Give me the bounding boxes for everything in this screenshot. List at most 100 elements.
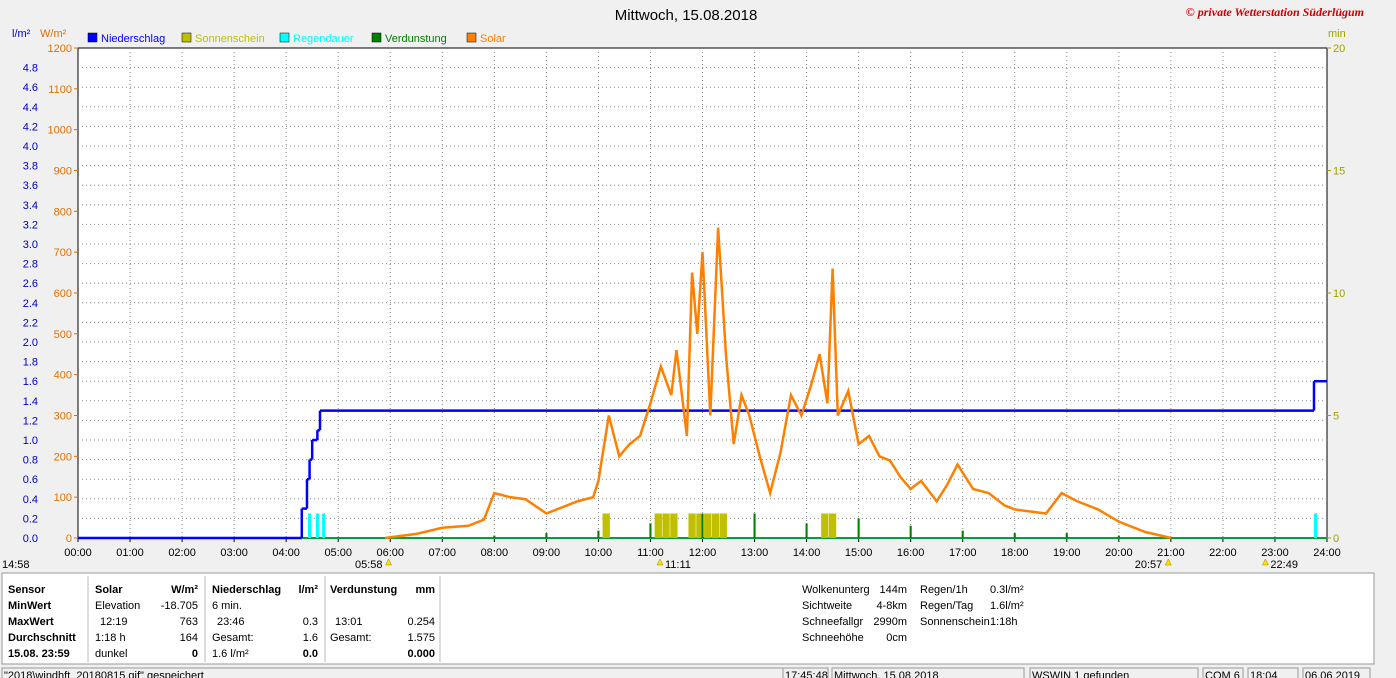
y2-tick-label: 100	[54, 492, 72, 504]
x-tick-label: 23:00	[1261, 547, 1289, 559]
y-tick-label: 4.8	[23, 63, 38, 75]
bar	[701, 513, 704, 538]
status-cell	[1302, 667, 1371, 678]
bar	[704, 513, 712, 538]
stat-value: 0.3	[303, 616, 318, 628]
bar	[654, 513, 662, 538]
info-value: 1:18h	[990, 616, 1018, 628]
x-tick-label: 00:00	[64, 547, 92, 559]
bar	[493, 535, 496, 538]
row-label: Sensor	[8, 584, 46, 596]
status-text: 18:04	[1250, 670, 1278, 678]
x-tick-label: 05:00	[324, 547, 352, 559]
y-tick-label: 2.8	[23, 259, 38, 271]
y3-tick-label: 15	[1333, 166, 1345, 178]
row-label: MinWert	[8, 600, 52, 612]
y-tick-label: 2.4	[23, 298, 38, 310]
stat-label: 1:18 h	[95, 632, 126, 644]
legend-swatch	[466, 32, 477, 43]
row-label: 15.08. 23:59	[8, 648, 70, 660]
x-tick-label: 02:00	[168, 547, 196, 559]
bar	[961, 530, 964, 538]
x-tick-label: 10:00	[585, 547, 613, 559]
stat-label: 12:19	[100, 616, 128, 628]
stat-label: dunkel	[95, 648, 127, 660]
sun-marker-label: 11:11	[665, 559, 691, 571]
bar	[909, 525, 912, 538]
bar	[308, 513, 312, 538]
status-text: 06.06.2019	[1305, 670, 1360, 678]
chart-title: Mittwoch, 15.08.2018	[615, 7, 758, 24]
bar	[711, 513, 720, 538]
x-tick-label: 18:00	[1001, 547, 1029, 559]
x-tick-label: 01:00	[116, 547, 144, 559]
bar	[828, 513, 837, 538]
stat-value: 0.0	[303, 648, 318, 660]
sun-marker-label: 05:58	[355, 559, 383, 571]
y3-tick-label: 5	[1333, 411, 1339, 423]
stat-label: 1.6 l/m²	[212, 648, 249, 660]
sun-marker	[656, 558, 664, 566]
y-tick-label: 3.8	[23, 161, 38, 173]
x-tick-label: 03:00	[220, 547, 248, 559]
solar-line	[384, 227, 1172, 540]
info-value: 2990m	[873, 616, 907, 628]
info-label: Schneehöhe	[802, 632, 864, 644]
stat-value: 763	[180, 616, 198, 628]
info-value: 4-8km	[876, 600, 907, 612]
x-tick-label: 15:00	[845, 547, 873, 559]
y2-tick-label: 0	[66, 533, 72, 545]
bar	[821, 513, 829, 538]
info-label: Schneefallgr	[802, 616, 863, 628]
stat-label: 13:01	[335, 616, 363, 628]
watermark: © private Wetterstation Süderlügum	[1186, 5, 1364, 19]
block-header: Niederschlag	[212, 584, 281, 596]
y2-tick-label: 1200	[48, 43, 72, 55]
stats-panel	[1, 572, 1375, 665]
stat-label: 6 min.	[212, 600, 242, 612]
y2-tick-label: 800	[54, 206, 72, 218]
sun-marker-label: 20:57	[1135, 559, 1163, 571]
x-tick-label: 17:00	[949, 547, 977, 559]
bar	[719, 513, 727, 538]
sun-marker	[385, 558, 392, 566]
y-tick-label: 1.8	[23, 357, 38, 369]
y-tick-label: 0.0	[23, 533, 38, 545]
x-tick-label: 16:00	[897, 547, 925, 559]
info-value: 144m	[879, 584, 907, 596]
y-tick-label: 3.2	[23, 219, 38, 231]
y-tick-label: 4.6	[23, 82, 38, 94]
status-text: COM 6	[1205, 670, 1240, 678]
legend-label: Solar	[480, 33, 506, 45]
x-tick-label: 19:00	[1053, 547, 1081, 559]
bar	[649, 523, 652, 538]
day-length: 14:58	[2, 559, 30, 571]
y-tick-label: 2.2	[23, 317, 38, 329]
info-value: 1.6l/m²	[990, 600, 1024, 612]
stat-value: 0.254	[407, 616, 435, 628]
stat-value: -18.705	[161, 600, 198, 612]
legend-label: Verdunstung	[385, 33, 447, 45]
x-tick-label: 24:00	[1313, 547, 1341, 559]
status-bar: "2018\windhft_20180815.gif" gespeichert 1…	[1, 667, 1371, 678]
x-tick-label: 11:00	[637, 547, 664, 559]
stat-label: 23:46	[217, 616, 245, 628]
y-tick-label: 0.8	[23, 455, 38, 467]
bar	[805, 523, 808, 538]
legend-label: Regendauer	[293, 33, 354, 45]
y-tick-label: 0.4	[23, 494, 38, 506]
stats: Sensor MinWert MaxWert Durchschnitt 15.08. 2…	[8, 576, 1024, 662]
info-value: 0.3l/m²	[990, 584, 1024, 596]
stat-value: 0	[192, 648, 198, 660]
bar	[597, 530, 600, 538]
bar	[315, 513, 319, 538]
y2-tick-label: 500	[54, 329, 72, 341]
y2-tick-label: 900	[54, 166, 72, 178]
status-cell	[1247, 667, 1299, 678]
x-tick-label: 04:00	[272, 547, 300, 559]
x-tick-label: 09:00	[533, 547, 561, 559]
y-tick-label: 0.2	[23, 513, 38, 525]
x-tick-label: 08:00	[481, 547, 509, 559]
y-tick-label: 0.6	[23, 474, 38, 486]
status-cell	[782, 667, 829, 678]
